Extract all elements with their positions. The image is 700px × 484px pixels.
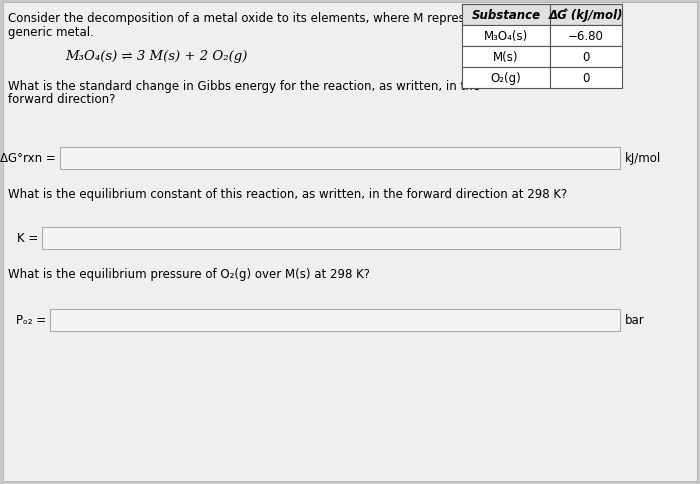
Text: Pₒ₂ =: Pₒ₂ = [16, 314, 46, 327]
FancyBboxPatch shape [60, 148, 620, 170]
Text: O₂(g): O₂(g) [491, 72, 522, 85]
FancyBboxPatch shape [462, 68, 550, 89]
Text: M₃O₄(s) ⇌ 3 M(s) + 2 O₂(g): M₃O₄(s) ⇌ 3 M(s) + 2 O₂(g) [65, 50, 247, 63]
FancyBboxPatch shape [550, 47, 622, 68]
Text: generic metal.: generic metal. [8, 26, 94, 39]
FancyBboxPatch shape [50, 309, 620, 332]
FancyBboxPatch shape [550, 68, 622, 89]
Text: bar: bar [625, 314, 645, 327]
Text: kJ/mol: kJ/mol [625, 152, 662, 165]
Text: M(s): M(s) [494, 51, 519, 64]
Text: −6.80: −6.80 [568, 30, 604, 43]
FancyBboxPatch shape [42, 227, 620, 249]
Text: 0: 0 [582, 72, 589, 85]
Text: What is the equilibrium pressure of O₂(g) over M(s) at 298 K?: What is the equilibrium pressure of O₂(g… [8, 268, 370, 280]
FancyBboxPatch shape [462, 26, 550, 47]
FancyBboxPatch shape [550, 5, 622, 26]
Text: K =: K = [17, 232, 38, 245]
Text: ΔG°rxn =: ΔG°rxn = [0, 152, 56, 165]
FancyBboxPatch shape [462, 5, 550, 26]
Text: What is the equilibrium constant of this reaction, as written, in the forward di: What is the equilibrium constant of this… [8, 188, 567, 200]
Text: Substance: Substance [471, 9, 540, 22]
Text: M₃O₄(s): M₃O₄(s) [484, 30, 528, 43]
Text: Consider the decomposition of a metal oxide to its elements, where M represents : Consider the decomposition of a metal ox… [8, 12, 501, 25]
FancyBboxPatch shape [550, 26, 622, 47]
FancyBboxPatch shape [3, 3, 697, 481]
Text: forward direction?: forward direction? [8, 93, 116, 106]
Text: ΔĜ (kJ/mol): ΔĜ (kJ/mol) [549, 9, 623, 22]
Text: 0: 0 [582, 51, 589, 64]
Text: What is the standard change in Gibbs energy for the reaction, as written, in the: What is the standard change in Gibbs ene… [8, 80, 480, 93]
FancyBboxPatch shape [462, 47, 550, 68]
